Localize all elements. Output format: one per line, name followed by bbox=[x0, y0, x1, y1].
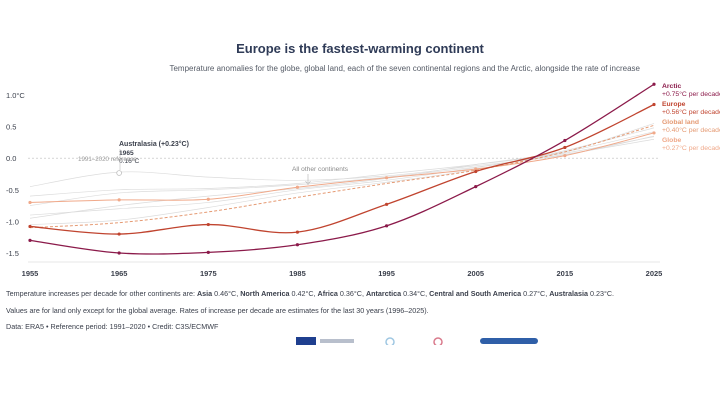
x-tick-label: 1975 bbox=[200, 269, 217, 278]
x-tick-label: 2015 bbox=[557, 269, 574, 278]
eu-programme-logo bbox=[296, 337, 354, 345]
copernicus-logo bbox=[385, 337, 395, 345]
note-continent-value: 0.36°C, bbox=[337, 289, 366, 298]
australasia-marker bbox=[116, 170, 122, 176]
label-global_land-name: Global land bbox=[662, 119, 699, 126]
logos bbox=[296, 336, 540, 346]
note-land-only: Values are for land only except for the … bbox=[6, 306, 429, 315]
label-arctic-rate: +0.75°C per decade bbox=[662, 90, 720, 98]
ecmwf-logo bbox=[480, 338, 538, 344]
point-europe bbox=[28, 224, 32, 229]
x-tick-label: 1955 bbox=[22, 269, 39, 278]
y-tick-label: -1.0 bbox=[6, 217, 19, 226]
note-continent-name: Australasia bbox=[549, 289, 588, 298]
x-tick-label: 2025 bbox=[646, 269, 663, 278]
other-continent-line bbox=[29, 127, 655, 225]
note-continent-rates: Temperature increases per decade for oth… bbox=[6, 289, 614, 298]
note-continent-name: North America bbox=[240, 289, 290, 298]
note-continent-value: 0.23°C. bbox=[587, 289, 615, 298]
label-global_land-rate: +0.40°C per decade bbox=[662, 126, 720, 134]
point-europe bbox=[295, 230, 300, 234]
point-arctic bbox=[28, 238, 32, 242]
point-globe bbox=[295, 185, 300, 189]
line-globe bbox=[29, 132, 655, 203]
x-tick-label: 1995 bbox=[378, 269, 395, 278]
x-tick-label: 1965 bbox=[111, 269, 128, 278]
point-globe bbox=[117, 198, 121, 202]
point-europe bbox=[206, 222, 210, 227]
point-arctic bbox=[295, 243, 300, 247]
note-continent-value: 0.34°C, bbox=[401, 289, 430, 298]
y-tick-label: -0.5 bbox=[6, 186, 19, 195]
line-europe bbox=[29, 103, 655, 235]
point-arctic bbox=[652, 82, 656, 86]
x-tick-label: 1985 bbox=[289, 269, 306, 278]
note-continent-value: 0.42°C, bbox=[289, 289, 318, 298]
y-tick-label: 1.0°C bbox=[6, 91, 25, 100]
note-items: Asia 0.46°C, North America 0.42°C, Afric… bbox=[197, 289, 614, 298]
point-globe bbox=[563, 154, 567, 158]
y-tick-label: 0.5 bbox=[6, 123, 16, 132]
chart-title: Europe is the fastest-warming continent bbox=[236, 41, 484, 56]
annotations: Australasia (+0.23°C) 19650.16°C1991–2020… bbox=[78, 140, 349, 186]
australasia-label: Australasia (+0.23°C) bbox=[119, 140, 189, 148]
point-arctic bbox=[474, 185, 478, 189]
x-tick-label: 2005 bbox=[467, 269, 484, 278]
point-globe bbox=[652, 131, 656, 135]
note-credit: Data: ERA5 • Reference period: 1991–2020… bbox=[6, 322, 219, 331]
point-arctic bbox=[384, 224, 389, 228]
note-continent-name: Central and South America bbox=[429, 289, 522, 298]
label-europe-name: Europe bbox=[662, 101, 686, 108]
point-europe bbox=[117, 232, 121, 236]
label-globe-rate: +0.27°C per decade bbox=[662, 144, 720, 152]
label-arctic-name: Arctic bbox=[662, 83, 681, 90]
point-europe bbox=[474, 169, 478, 174]
reference-label: 1991–2020 reference bbox=[78, 156, 137, 163]
others-label: All other continents bbox=[292, 166, 349, 173]
other-continent-line bbox=[29, 131, 655, 219]
note-continent-name: Africa bbox=[317, 289, 338, 298]
y-tick-label: 0.0 bbox=[6, 154, 16, 163]
note-prefix: Temperature increases per decade for oth… bbox=[6, 289, 197, 298]
other-continent-line bbox=[29, 138, 655, 206]
line-arctic bbox=[29, 83, 655, 255]
australasia-value: 0.16°C bbox=[119, 157, 139, 165]
other-continents-lines bbox=[29, 123, 655, 225]
axes: 1.0°C 0.5 0.0 -0.5 -1.0 -1.5 1955 1965 1975 1985 1… bbox=[6, 91, 662, 278]
y-tick-label: -1.5 bbox=[6, 249, 19, 258]
chart-subtitle: Temperature anomalies for the globe, glo… bbox=[169, 64, 640, 73]
label-globe-name: Globe bbox=[662, 137, 681, 144]
point-europe bbox=[384, 202, 389, 206]
point-globe bbox=[384, 176, 389, 180]
point-globe bbox=[206, 197, 210, 201]
series-labels: Arctic+0.75°C per decade Europe+0.56°C pe… bbox=[662, 83, 720, 152]
main-series-lines bbox=[28, 82, 656, 255]
others-arrow bbox=[305, 180, 311, 186]
point-arctic bbox=[206, 250, 210, 254]
note-continent-name: Antarctica bbox=[365, 289, 402, 298]
line-global_land bbox=[29, 124, 655, 229]
note-continent-value: 0.46°C, bbox=[212, 289, 241, 298]
note-continent-name: Asia bbox=[196, 289, 213, 298]
point-globe bbox=[28, 200, 32, 205]
australasia-year: 1965 bbox=[119, 150, 134, 157]
point-europe bbox=[563, 145, 567, 150]
c3s-logo bbox=[433, 337, 443, 345]
point-europe bbox=[652, 102, 656, 107]
note-continent-value: 0.27°C, bbox=[521, 289, 550, 298]
point-arctic bbox=[117, 251, 121, 255]
label-europe-rate: +0.56°C per decade bbox=[662, 108, 720, 116]
point-arctic bbox=[563, 138, 567, 143]
